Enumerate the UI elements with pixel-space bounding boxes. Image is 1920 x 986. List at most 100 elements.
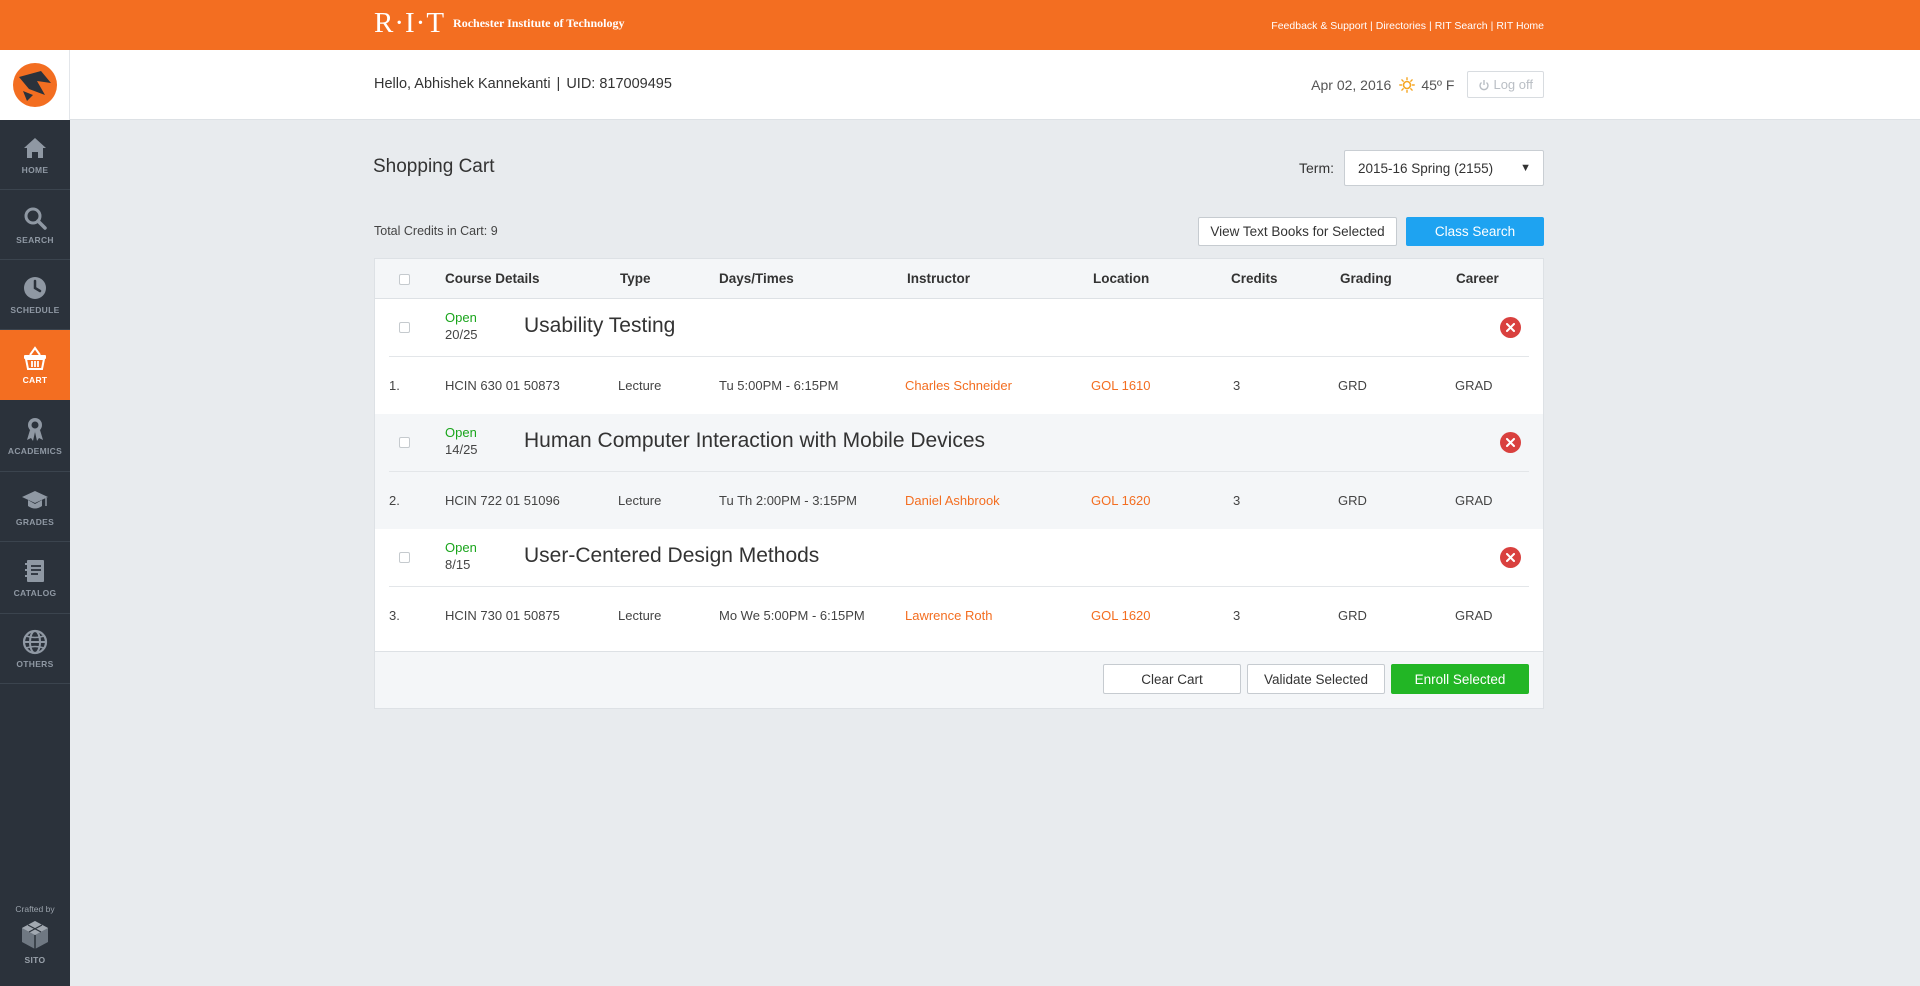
view-textbooks-label: View Text Books for Selected bbox=[1210, 224, 1385, 239]
app-logo[interactable] bbox=[0, 50, 70, 120]
class-search-button[interactable]: Class Search bbox=[1406, 217, 1544, 246]
clear-cart-label: Clear Cart bbox=[1141, 671, 1203, 687]
sidebar-item-grades[interactable]: GRADES bbox=[0, 472, 70, 542]
seat-count: 14/25 bbox=[445, 442, 478, 457]
user-uid: UID: 817009495 bbox=[566, 76, 672, 92]
sidebar-item-label: ACADEMICS bbox=[7, 446, 63, 456]
sidebar-item-academics[interactable]: ACADEMICS bbox=[0, 400, 70, 472]
close-icon bbox=[1506, 553, 1515, 562]
col-credits: Credits bbox=[1231, 271, 1278, 286]
select-all-checkbox[interactable] bbox=[399, 274, 410, 285]
ribbon-icon bbox=[27, 418, 43, 441]
term-select[interactable]: 2015-16 Spring (2155) ▼ bbox=[1344, 150, 1544, 186]
sidebar-item-search[interactable]: SEARCH bbox=[0, 190, 70, 260]
location-link[interactable]: GOL 1620 bbox=[1091, 493, 1151, 508]
search-icon bbox=[24, 207, 47, 230]
sidebar-item-schedule[interactable]: SCHEDULE bbox=[0, 260, 70, 330]
seat-count: 8/15 bbox=[445, 557, 471, 572]
sidebar-item-label: SCHEDULE bbox=[10, 305, 60, 315]
logoff-button[interactable]: Log off bbox=[1467, 71, 1544, 98]
grading-value: GRD bbox=[1338, 378, 1367, 393]
course-checkbox[interactable] bbox=[399, 437, 410, 448]
sidebar-item-label: SEARCH bbox=[16, 235, 54, 245]
rit-search-link[interactable]: RIT Search bbox=[1434, 20, 1488, 32]
clear-cart-button[interactable]: Clear Cart bbox=[1103, 664, 1241, 694]
sidebar-item-cart[interactable]: CART bbox=[0, 330, 70, 400]
top-banner: R·I·T Rochester Institute of Technology … bbox=[0, 0, 1920, 50]
course-group: Open 14/25 Human Computer Interaction wi… bbox=[375, 414, 1543, 529]
career-value: GRAD bbox=[1455, 493, 1493, 508]
cart-table: Course Details Type Days/Times Instructo… bbox=[374, 258, 1544, 709]
location-link[interactable]: GOL 1610 bbox=[1091, 378, 1151, 393]
course-code: HCIN 722 01 51096 bbox=[445, 493, 560, 508]
view-textbooks-button[interactable]: View Text Books for Selected bbox=[1198, 217, 1397, 246]
remove-course-button[interactable] bbox=[1500, 432, 1521, 453]
caret-down-icon: ▼ bbox=[1520, 162, 1531, 174]
directories-link[interactable]: Directories bbox=[1375, 20, 1426, 32]
basket-icon bbox=[24, 346, 46, 370]
course-header: Open 14/25 Human Computer Interaction wi… bbox=[375, 414, 1543, 472]
class-type: Lecture bbox=[618, 493, 662, 508]
enroll-selected-button[interactable]: Enroll Selected bbox=[1391, 664, 1529, 694]
rit-home-link[interactable]: RIT Home bbox=[1496, 20, 1544, 32]
term-value: 2015-16 Spring (2155) bbox=[1358, 161, 1494, 176]
crafted-by: Crafted by SITO bbox=[0, 904, 70, 965]
remove-course-button[interactable] bbox=[1500, 317, 1521, 338]
tiger-logo-icon bbox=[12, 63, 57, 107]
table-row: 2. HCIN 722 01 51096 Lecture Tu Th 2:00P… bbox=[375, 472, 1543, 529]
feedback-link[interactable]: Feedback & Support bbox=[1271, 20, 1368, 32]
header-bar bbox=[70, 50, 1920, 120]
table-row: 3. HCIN 730 01 50875 Lecture Mo We 5:00P… bbox=[375, 587, 1543, 644]
sidebar-item-home[interactable]: HOME bbox=[0, 120, 70, 190]
class-times: Tu Th 2:00PM - 3:15PM bbox=[719, 493, 858, 508]
user-greeting: Hello, Abhishek Kannekanti | UID: 81700949… bbox=[374, 76, 672, 92]
instructor-link[interactable]: Lawrence Roth bbox=[905, 608, 993, 623]
career-value: GRAD bbox=[1455, 378, 1493, 393]
brand-mark: R·I·T bbox=[374, 7, 446, 39]
instructor-link[interactable]: Daniel Ashbrook bbox=[905, 493, 1000, 508]
status-badge: Open bbox=[445, 425, 477, 440]
crafted-by-label: Crafted by bbox=[15, 904, 55, 914]
class-type: Lecture bbox=[618, 608, 662, 623]
course-title: Human Computer Interaction with Mobile D… bbox=[524, 429, 986, 452]
crafter-name: SITO bbox=[24, 955, 46, 965]
course-checkbox[interactable] bbox=[399, 322, 410, 333]
term-label: Term: bbox=[1299, 160, 1334, 176]
globe-icon bbox=[22, 629, 48, 655]
table-header: Course Details Type Days/Times Instructo… bbox=[375, 259, 1543, 299]
row-number: 3. bbox=[389, 608, 400, 623]
credits-value: 3 bbox=[1233, 608, 1241, 623]
col-career: Career bbox=[1456, 271, 1499, 286]
sidebar-item-label: GRADES bbox=[15, 517, 55, 527]
validate-selected-button[interactable]: Validate Selected bbox=[1247, 664, 1385, 694]
sidebar: HOME SEARCH SCHEDULE CART ACADEMICS GRAD… bbox=[0, 50, 70, 986]
course-group: Open 20/25 Usability Testing 1. HCIN 630… bbox=[375, 299, 1543, 414]
course-group: Open 8/15 User-Centered Design Methods 3… bbox=[375, 529, 1543, 644]
location-link[interactable]: GOL 1620 bbox=[1091, 608, 1151, 623]
career-value: GRAD bbox=[1455, 608, 1493, 623]
sidebar-item-label: CATALOG bbox=[13, 588, 57, 598]
divider bbox=[389, 586, 1529, 587]
course-code: HCIN 730 01 50875 bbox=[445, 608, 560, 623]
close-icon bbox=[1506, 438, 1515, 447]
instructor-link[interactable]: Charles Schneider bbox=[905, 378, 1012, 393]
rit-brand[interactable]: R·I·T Rochester Institute of Technology bbox=[374, 9, 624, 38]
home-icon bbox=[24, 138, 46, 158]
table-row: 1. HCIN 630 01 50873 Lecture Tu 5:00PM -… bbox=[375, 357, 1543, 414]
course-title: User-Centered Design Methods bbox=[524, 544, 820, 567]
status-badge: Open bbox=[445, 310, 477, 325]
total-credits: Total Credits in Cart: 9 bbox=[374, 224, 498, 238]
credits-value: 3 bbox=[1233, 493, 1241, 508]
status-badge: Open bbox=[445, 540, 477, 555]
row-number: 2. bbox=[389, 493, 400, 508]
course-checkbox[interactable] bbox=[399, 552, 410, 563]
sidebar-item-catalog[interactable]: CATALOG bbox=[0, 542, 70, 614]
close-icon bbox=[1506, 323, 1515, 332]
greeting-name: Hello, Abhishek Kannekanti bbox=[374, 76, 551, 92]
col-location: Location bbox=[1093, 271, 1150, 286]
logoff-label: Log off bbox=[1493, 77, 1533, 92]
remove-course-button[interactable] bbox=[1500, 547, 1521, 568]
sidebar-item-others[interactable]: OTHERS bbox=[0, 614, 70, 684]
clock-icon bbox=[24, 277, 46, 299]
graduation-cap-icon bbox=[22, 491, 48, 509]
